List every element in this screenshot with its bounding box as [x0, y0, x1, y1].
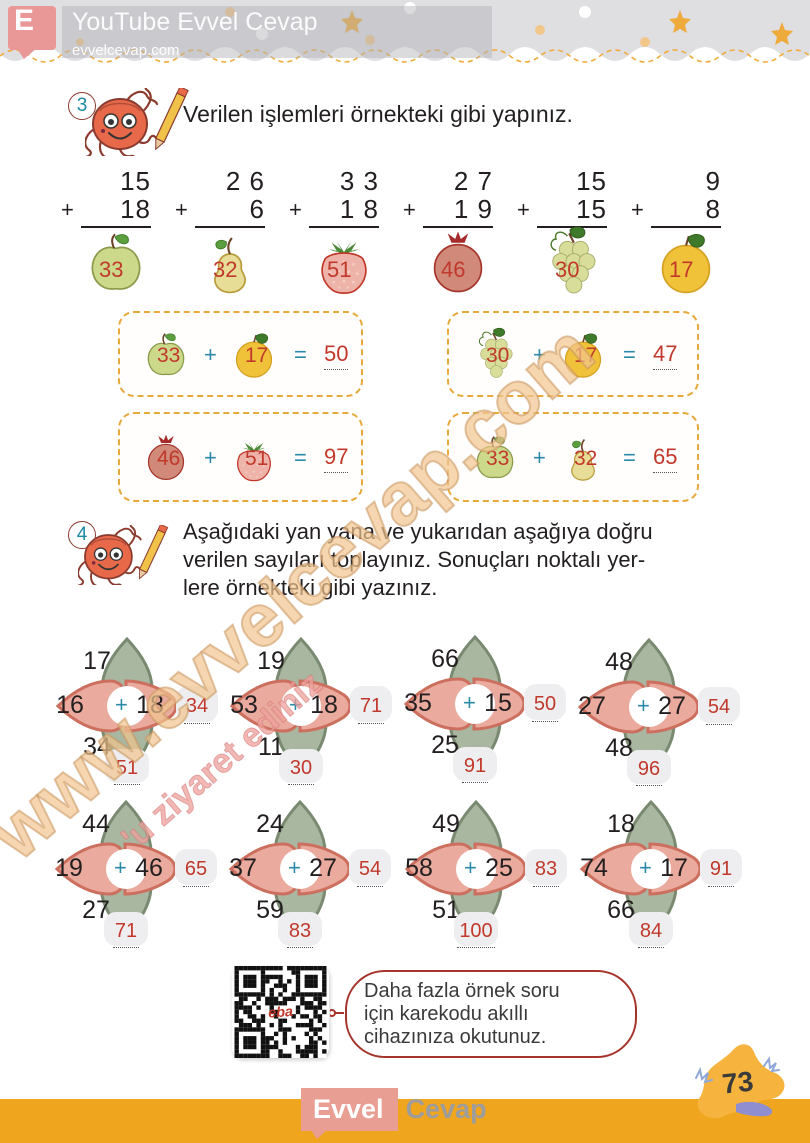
svg-text:73: 73: [721, 1065, 755, 1099]
